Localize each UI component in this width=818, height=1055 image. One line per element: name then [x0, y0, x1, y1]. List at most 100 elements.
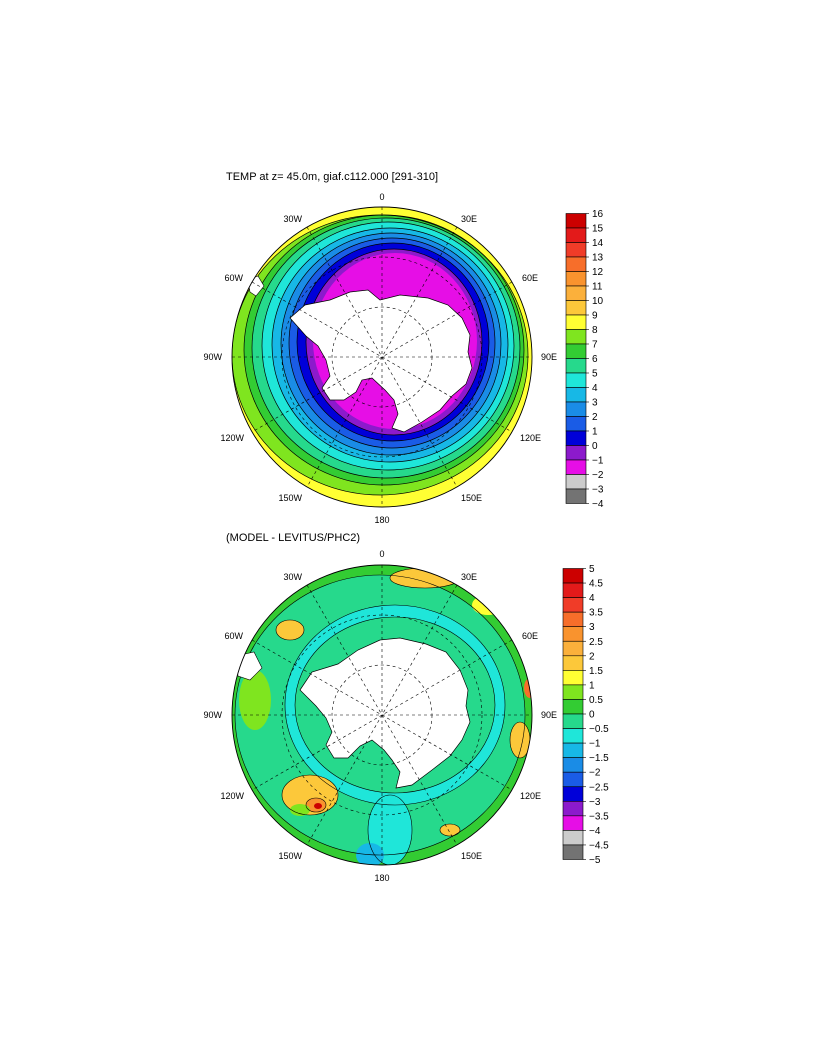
- colorbar-swatch: [565, 401, 587, 417]
- colorbar-swatch: [565, 343, 587, 359]
- colorbar-swatch: [562, 844, 584, 860]
- difference-polar-map: 0 30E 60E 90E 120E 150E 180 150W 120W 90…: [203, 549, 557, 883]
- colorbar-label: −3.5: [589, 811, 609, 822]
- colorbar-swatch: [562, 597, 584, 613]
- colorbar-swatch: [562, 568, 584, 584]
- lon-label: 120E: [520, 791, 541, 801]
- lon-label: 30E: [461, 214, 477, 224]
- colorbar-swatch: [565, 314, 587, 330]
- lon-label: 150W: [278, 493, 302, 503]
- colorbar-label: −3: [592, 485, 604, 496]
- colorbar-swatch: [562, 655, 584, 671]
- colorbar-swatch: [562, 582, 584, 598]
- lon-label: 120W: [220, 433, 244, 443]
- colorbar-swatch: [562, 830, 584, 846]
- colorbar-label: 9: [592, 311, 598, 322]
- colorbar-label: 2: [592, 412, 598, 423]
- colorbar-label: 10: [592, 296, 604, 307]
- colorbar-swatch: [562, 728, 584, 744]
- colorbar-label: 1: [592, 427, 598, 438]
- colorbar-swatch: [565, 271, 587, 287]
- colorbar-label: −2: [592, 470, 604, 481]
- colorbar-swatch: [565, 285, 587, 301]
- colorbar-swatch: [562, 771, 584, 788]
- colorbar-swatch: [562, 786, 584, 802]
- colorbar-swatch: [562, 713, 584, 729]
- lon-label: 60E: [522, 273, 538, 283]
- colorbar-label: 7: [592, 340, 598, 351]
- lon-label: 60W: [224, 273, 243, 283]
- colorbar-label: 4: [589, 593, 595, 604]
- lon-label: 90E: [541, 352, 557, 362]
- colorbar-label: 4: [592, 383, 598, 394]
- colorbar-swatch: [565, 372, 587, 388]
- colorbar-label: 2: [589, 651, 595, 662]
- bottom-map-border: [231, 564, 533, 866]
- colorbar-swatch: [562, 800, 584, 817]
- colorbar-label: 11: [592, 282, 603, 293]
- colorbar-swatch: [565, 445, 587, 461]
- colorbar-label: 0: [589, 710, 595, 721]
- bottom-panel-title: (MODEL - LEVITUS/PHC2): [226, 532, 361, 544]
- colorbar-swatch: [565, 242, 587, 258]
- lon-label: 0: [379, 192, 384, 202]
- colorbar-swatch: [565, 329, 587, 345]
- colorbar-label: 8: [592, 325, 598, 336]
- lon-label: 90W: [203, 352, 222, 362]
- colorbar-label: 1: [589, 680, 595, 691]
- lon-label: 30W: [283, 214, 302, 224]
- colorbar-label: −2.5: [589, 782, 609, 793]
- colorbar-label: 15: [592, 224, 604, 235]
- colorbar-swatch: [565, 256, 587, 272]
- colorbar-label: −4: [589, 826, 601, 837]
- colorbar-swatch: [562, 684, 584, 700]
- colorbar-label: 3.5: [589, 608, 603, 619]
- colorbar-swatch: [565, 474, 587, 490]
- colorbar-label: −2: [589, 768, 601, 779]
- colorbar-swatch: [562, 640, 584, 657]
- lon-label: 180: [374, 873, 389, 883]
- lon-label: 60E: [522, 631, 538, 641]
- difference-colorbar: 5 4.5 4 3.5 3 2.5 2 1.5 1 0.5 0 −0.5 −1 −1.5 −2 −2.5 −3 −…: [562, 564, 609, 866]
- lon-label: 150E: [461, 493, 482, 503]
- colorbar-label: 5: [589, 564, 595, 575]
- colorbar-label: 4.5: [589, 579, 603, 590]
- colorbar-label: −5: [589, 855, 601, 866]
- colorbar-label: 13: [592, 253, 604, 264]
- colorbar-label: 14: [592, 238, 604, 249]
- lon-label: 0: [379, 549, 384, 559]
- top-map-border: [231, 206, 533, 508]
- colorbar-label: 2.5: [589, 637, 603, 648]
- colorbar-swatch: [565, 358, 587, 374]
- colorbar-label: 3: [592, 398, 598, 409]
- colorbar-label: −3: [589, 797, 601, 808]
- colorbar-swatch: [565, 387, 587, 403]
- lon-label: 150W: [278, 851, 302, 861]
- lon-label: 30E: [461, 572, 477, 582]
- colorbar-label: −4: [592, 499, 604, 510]
- colorbar-swatch: [565, 213, 587, 229]
- lon-label: 180: [374, 515, 389, 525]
- colorbar-swatch: [562, 815, 584, 831]
- lon-label: 90W: [203, 710, 222, 720]
- colorbar-swatch: [565, 416, 587, 432]
- colorbar-swatch: [565, 430, 587, 446]
- colorbar-label: 5: [592, 369, 598, 380]
- colorbar-label: −1.5: [589, 753, 609, 764]
- colorbar-label: −1: [592, 456, 604, 467]
- antarctica-landmass: [289, 289, 473, 433]
- colorbar-label: −1: [589, 739, 601, 750]
- colorbar-label: 1.5: [589, 666, 603, 677]
- colorbar-swatch: [562, 699, 584, 715]
- colorbar-label: −4.5: [589, 840, 609, 851]
- temperature-polar-map: 0 30E 60E 90E 120E 150E 180 150W 120W 90…: [203, 192, 557, 525]
- colorbar-swatch: [565, 459, 587, 475]
- lon-label: 90E: [541, 710, 557, 720]
- colorbar-label: 16: [592, 209, 604, 220]
- colorbar-swatch: [565, 300, 587, 316]
- colorbar-swatch: [562, 670, 584, 686]
- lon-label: 60W: [224, 631, 243, 641]
- colorbar-label: 3: [589, 622, 595, 633]
- colorbar-label: 12: [592, 267, 604, 278]
